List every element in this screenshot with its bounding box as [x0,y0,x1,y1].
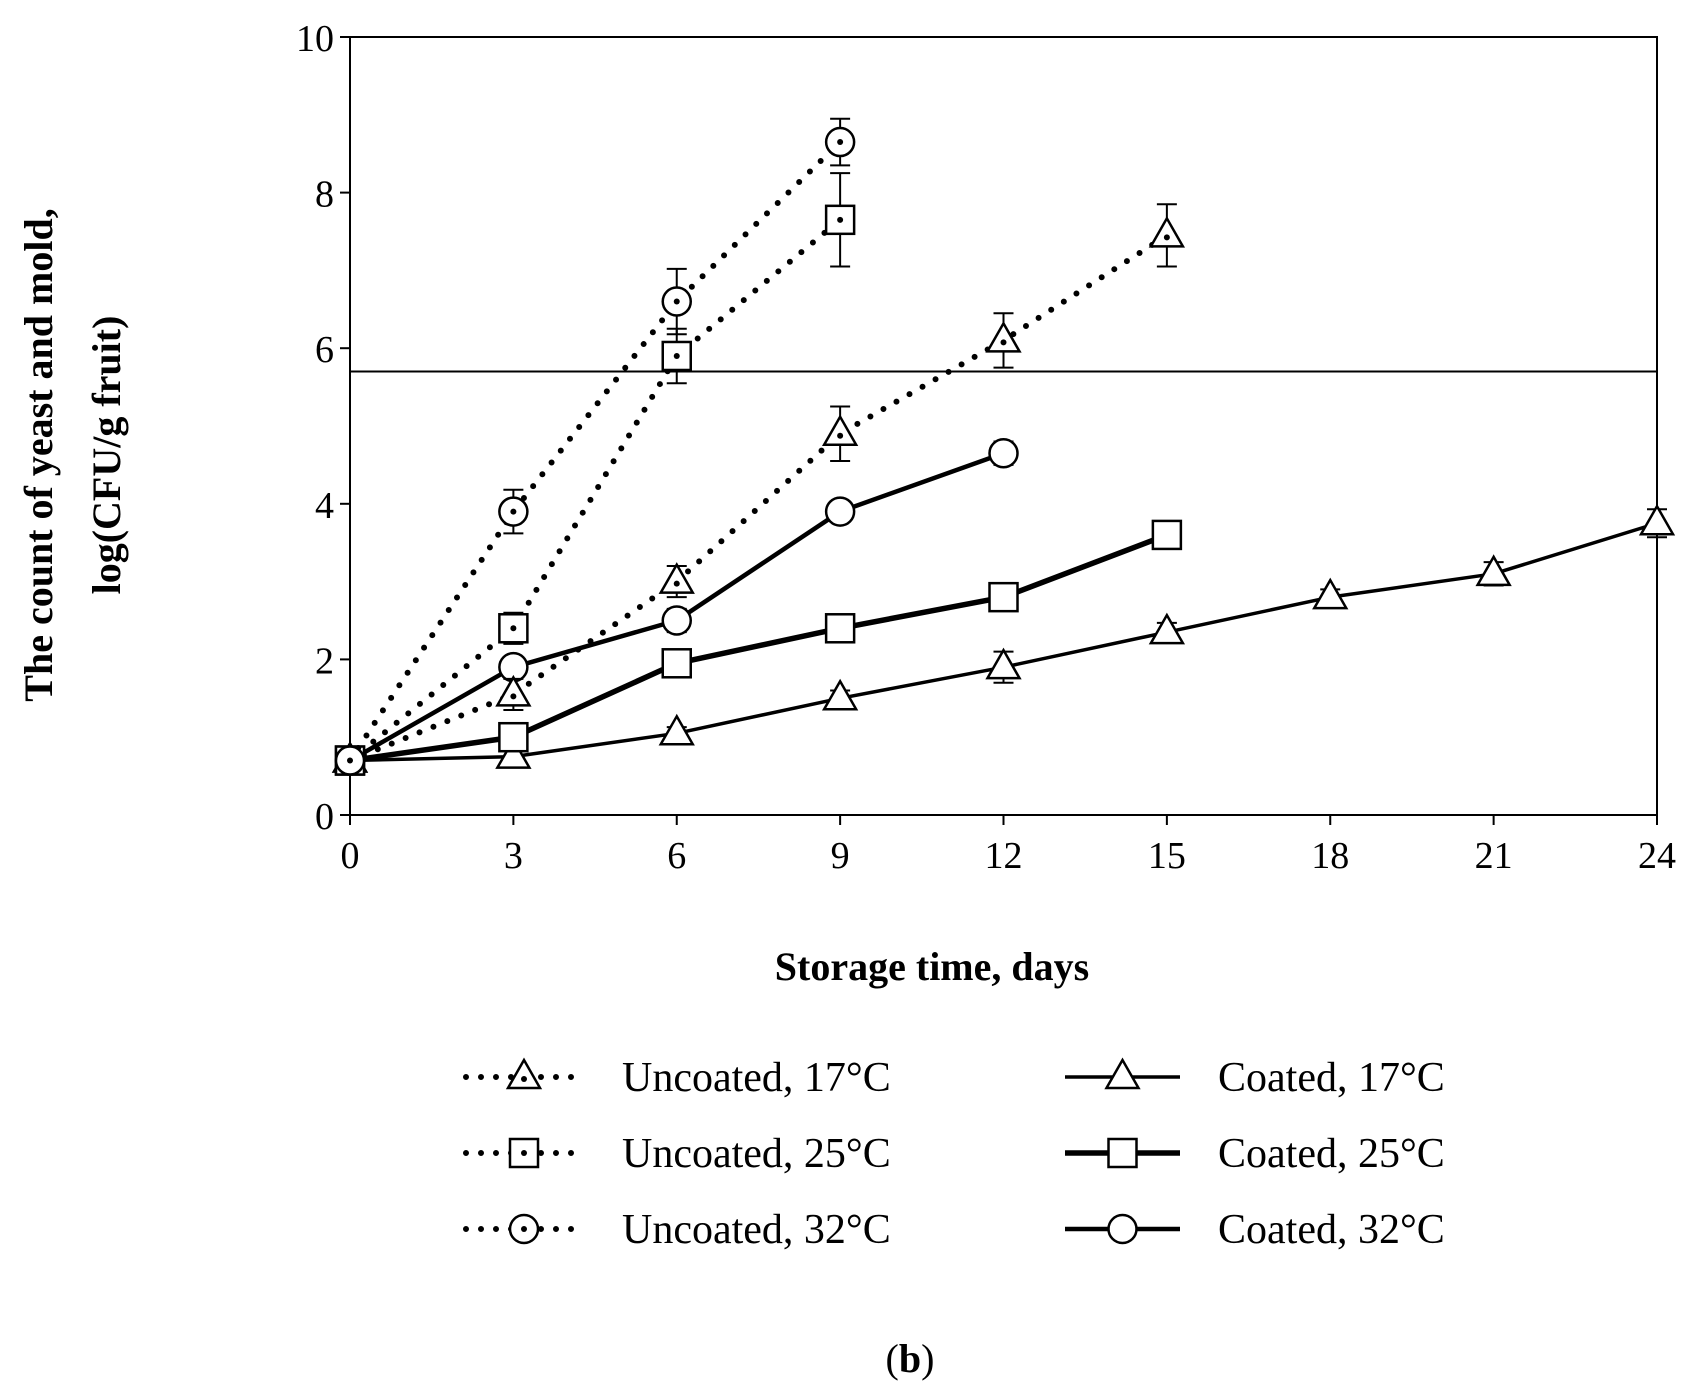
series-uncoated-25-c [334,172,856,776]
y-axis-label-line1: The count of yeast and mold, [16,208,61,701]
legend-label: Uncoated, 17°C [622,1055,891,1101]
triangle-marker [1475,554,1512,587]
series-line [347,232,1170,764]
x-axis-ticks: 0 3 6 9 12 15 18 21 24 [341,815,1676,877]
series-line [349,532,1168,764]
panel-label-open: ( [886,1336,899,1381]
marker-center-dot [510,508,517,515]
x-tick-label: 18 [1311,835,1349,877]
triangle-marker [985,320,1022,353]
legend-circle-marker [1107,1213,1138,1245]
triangle-marker [1148,612,1186,645]
series-coated-32-c [334,437,1019,776]
legend-entry: Uncoated, 17°C [463,1055,891,1101]
marker-center-dot [837,139,844,146]
y-axis-label: The count of yeast and mold, log(CFU/g f… [16,208,129,701]
circle-marker [824,496,856,527]
legend-entry: Coated, 32°C [1065,1207,1445,1253]
x-tick-label: 15 [1148,835,1186,877]
square-marker [988,581,1019,613]
legend-entry: Uncoated, 32°C [463,1207,891,1253]
series-layer [331,117,1676,776]
marker-center-dot [673,298,680,305]
y-tick-label: 6 [315,329,334,371]
legend-square-marker [1107,1137,1138,1169]
triangle-marker [495,674,532,707]
x-tick-label: 3 [504,835,523,877]
plot-frame [349,36,1658,816]
x-tick-label: 24 [1638,835,1676,877]
square-marker [661,648,692,679]
y-tick-label: 4 [315,485,334,527]
series-uncoated-17-c [331,203,1186,773]
marker-center-dot [837,216,844,223]
legend-label: Coated, 17°C [1218,1055,1445,1101]
panel-label-letter: b [899,1336,921,1381]
triangle-marker [1312,577,1349,610]
x-tick-label: 21 [1475,835,1513,877]
legend-entry: Coated, 25°C [1065,1131,1445,1177]
marker-center-dot [347,757,353,764]
square-marker [498,721,529,753]
square-marker [824,204,856,236]
x-tick-label: 6 [667,835,686,877]
legend-triangle-marker [1104,1057,1141,1090]
x-tick-label: 12 [985,835,1023,877]
y-tick-label: 8 [315,174,334,216]
y-tick-label: 2 [315,640,334,682]
series-coated-25-c [334,519,1183,776]
series-coated-17-c [331,503,1676,773]
circle-marker [988,437,1019,469]
marker-center-dot [510,693,517,700]
triangle-marker [495,737,532,769]
marker-center-dot [510,625,517,632]
triangle-marker [821,678,859,711]
y-tick-label: 10 [296,18,334,60]
legend-entry: Uncoated, 25°C [463,1131,891,1177]
y-axis-label-line2: log(CFU/g fruit) [84,316,129,595]
marker-center-dot [1163,234,1170,241]
x-tick-label: 9 [831,835,850,877]
triangle-marker [985,647,1022,680]
y-axis-ticks: 0 2 4 6 8 10 [296,18,350,838]
marker-center-dot [673,352,680,359]
panel-label: (b) [886,1336,935,1381]
marker-center-dot [837,432,844,439]
triangle-marker [658,713,695,746]
x-axis-label: Storage time, days [775,944,1089,989]
square-marker [661,340,692,372]
plot-area [349,36,1658,816]
square-marker [498,613,529,644]
series-line [347,139,844,764]
marker-center-dot [673,580,680,587]
marker-center-dot [521,1226,527,1232]
legend-label: Coated, 25°C [1218,1131,1445,1177]
series-line [347,216,844,764]
legend-label: Coated, 32°C [1218,1207,1445,1253]
marker-center-dot [521,1150,527,1156]
legend-triangle-marker [505,1057,543,1090]
square-marker [1151,519,1183,551]
legend-label: Uncoated, 32°C [622,1207,891,1253]
circle-marker [661,605,692,636]
legend-entry: Coated, 17°C [1065,1055,1445,1101]
triangle-marker [1148,215,1186,248]
x-tick-label: 0 [341,835,360,877]
triangle-marker [658,562,695,594]
square-marker [824,613,856,644]
series-uncoated-32-c [334,117,856,776]
marker-center-dot [1000,339,1007,346]
panel-label-close: ) [921,1336,934,1381]
marker-center-dot [521,1076,527,1082]
triangle-marker [821,414,859,447]
legend: Uncoated, 17°C Uncoated, 25°C Uncoated, 32… [463,1055,1445,1253]
triangle-marker [1638,503,1676,536]
legend-label: Uncoated, 25°C [622,1131,891,1177]
y-tick-label: 0 [315,796,334,838]
